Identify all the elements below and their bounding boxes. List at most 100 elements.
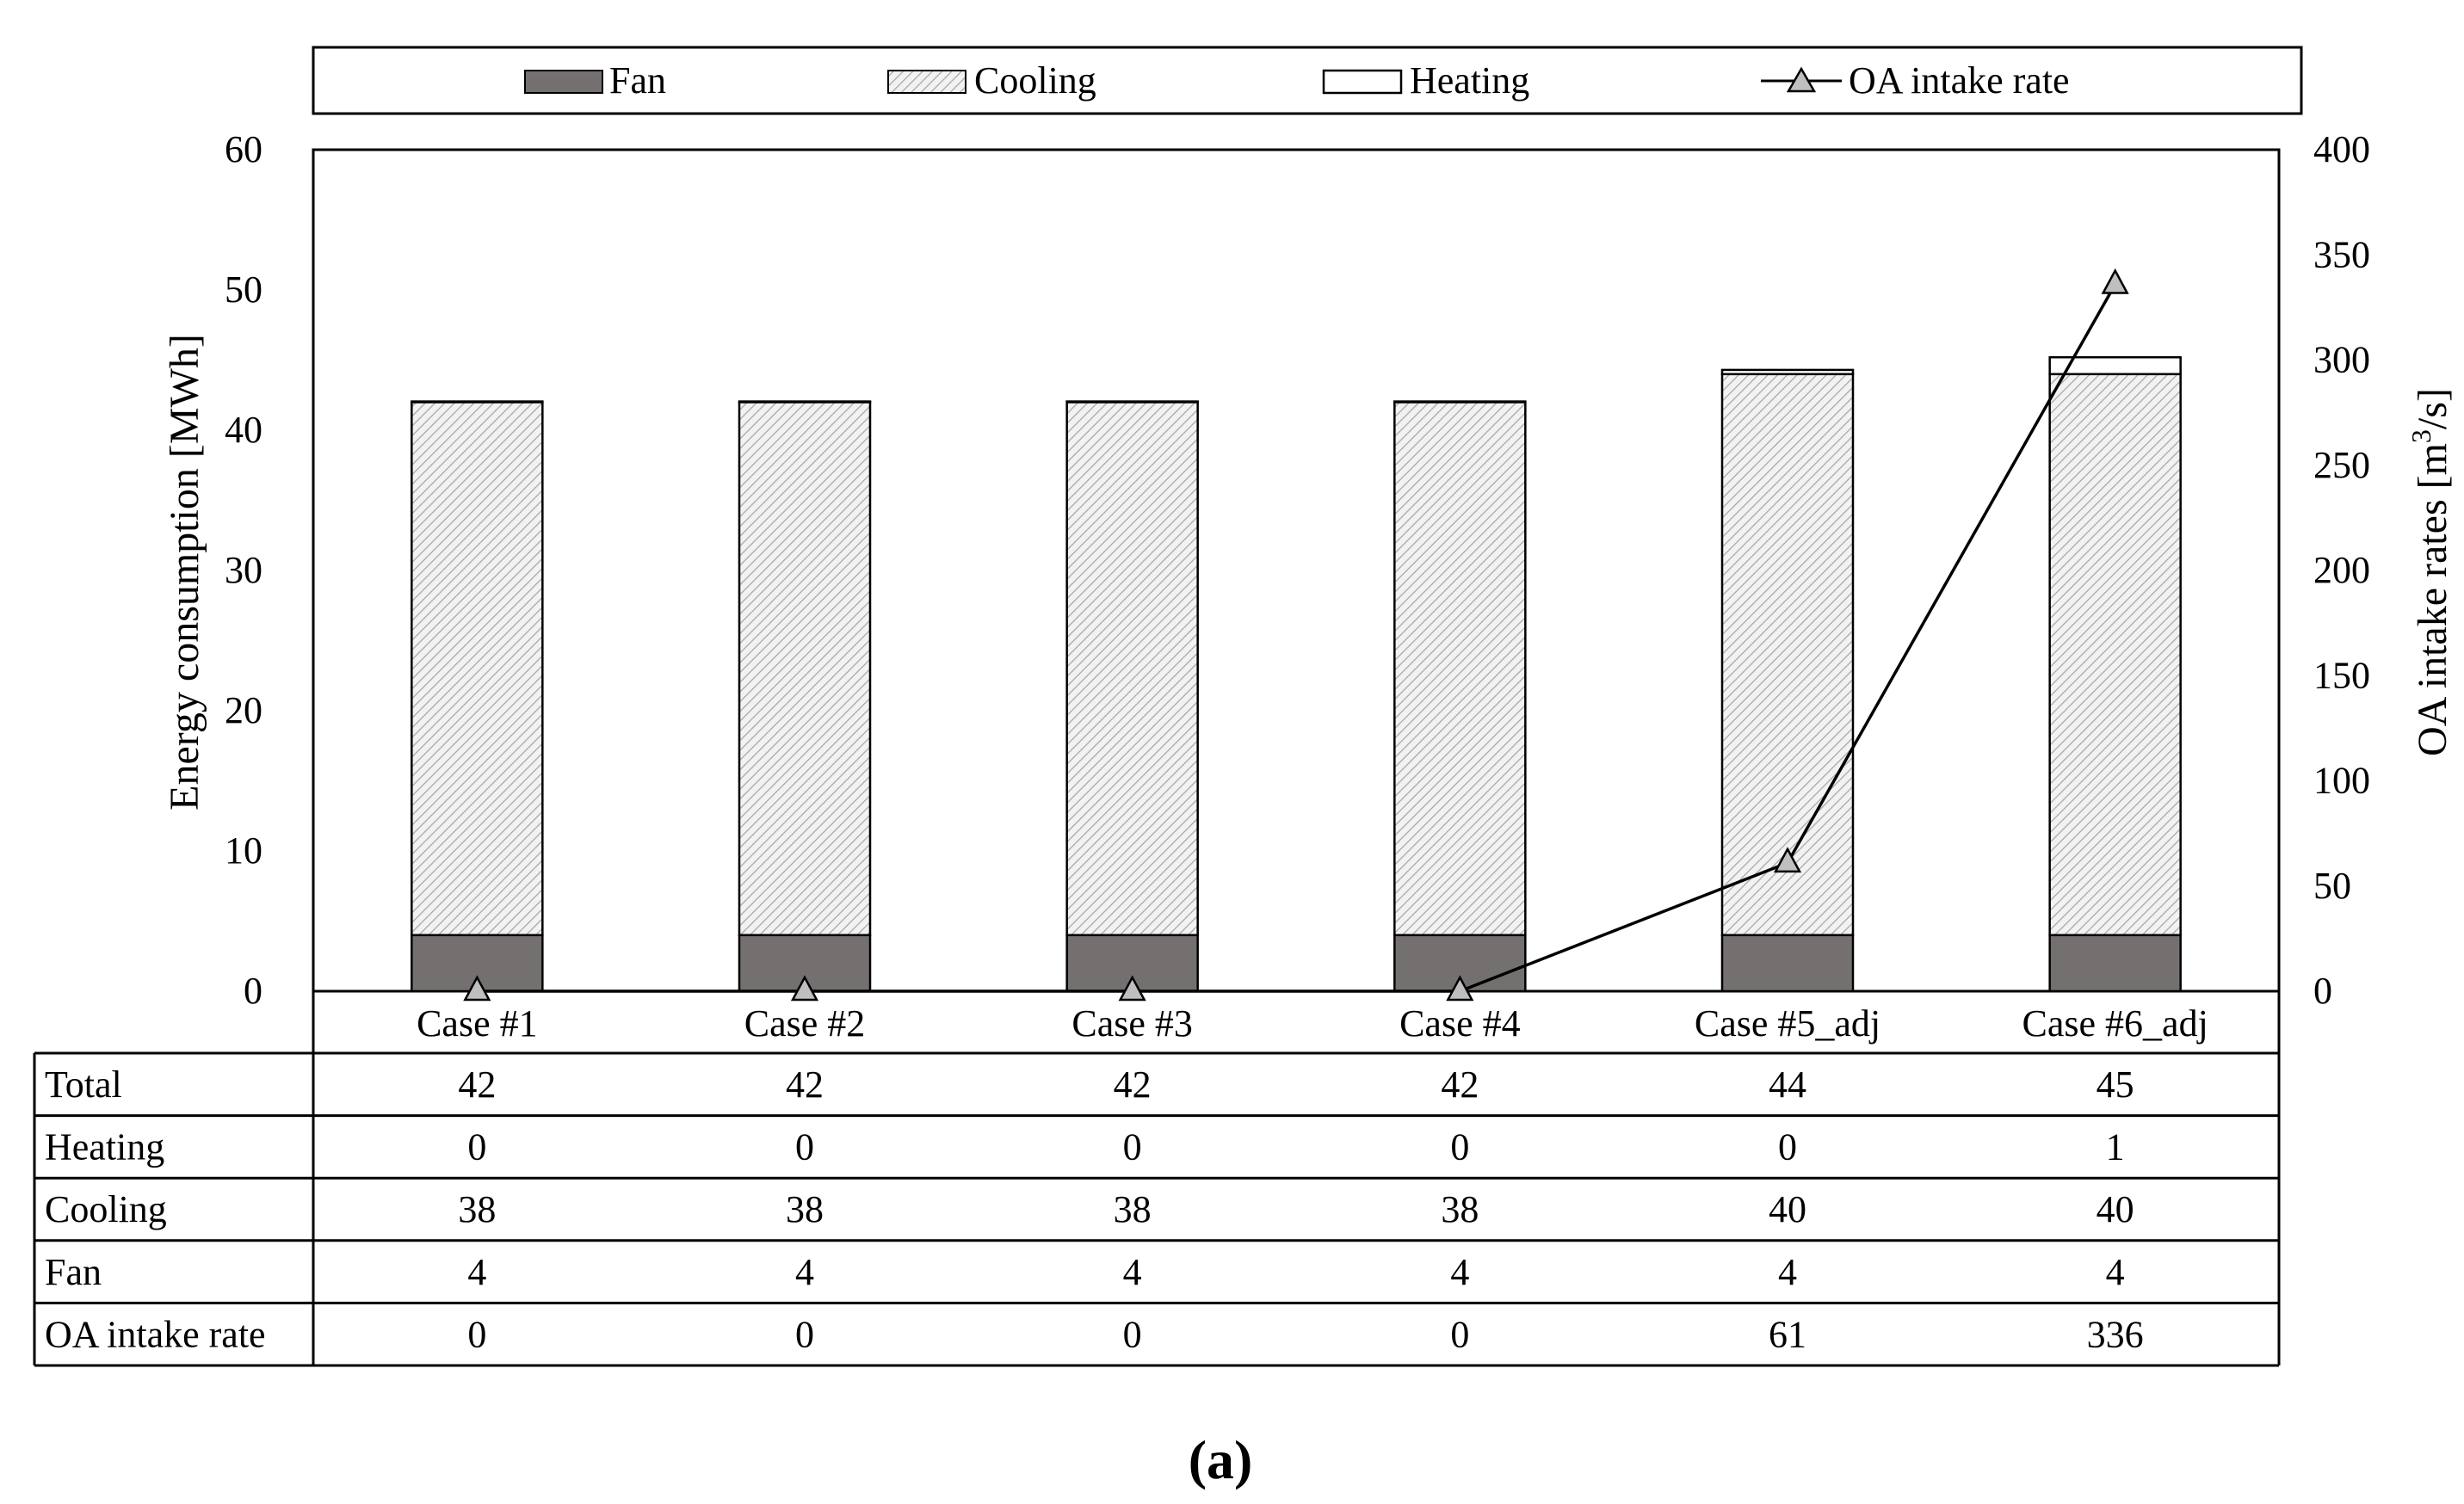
table-row-label: Cooling xyxy=(45,1188,167,1230)
table-cell: 0 xyxy=(795,1126,814,1168)
table-cell: 38 xyxy=(786,1188,824,1230)
category-label: Case #2 xyxy=(744,1002,866,1045)
y-axis-right: 0 50 100 150 200 250 300 350 400 xyxy=(2313,128,2370,1012)
bar-cooling xyxy=(411,401,544,937)
y2-tick-label: 150 xyxy=(2313,654,2370,696)
table-cell: 4 xyxy=(1778,1251,1797,1293)
legend-swatch-heating xyxy=(1322,69,1403,95)
table-cell: 42 xyxy=(786,1063,824,1106)
oa-point-marker xyxy=(1446,975,1474,1002)
oa-point-marker xyxy=(790,975,819,1002)
y2-tick-label: 300 xyxy=(2313,339,2370,381)
table-cell: 4 xyxy=(1450,1251,1469,1293)
table-cell: 0 xyxy=(1450,1313,1469,1355)
category-label: Case #4 xyxy=(1399,1002,1521,1045)
y2-tick-label: 100 xyxy=(2313,760,2370,802)
table-cell: 42 xyxy=(1441,1063,1479,1106)
table-cell: 61 xyxy=(1769,1313,1806,1355)
bar-heating xyxy=(738,400,872,404)
oa-point-marker xyxy=(463,975,491,1002)
category-label: Case #5_adj xyxy=(1695,1002,1880,1045)
table-row-label: OA intake rate xyxy=(45,1313,266,1355)
table-cell: 40 xyxy=(2097,1188,2134,1230)
table-cell: 38 xyxy=(1441,1188,1479,1230)
bar-cooling xyxy=(1720,373,1855,937)
y-axis-left: 0 10 20 30 40 50 60 xyxy=(225,128,262,1012)
table-cell: 1 xyxy=(2106,1126,2125,1168)
y-tick-label: 50 xyxy=(225,268,262,311)
y2-tick-label: 400 xyxy=(2313,128,2370,170)
y-axis-right-title-sup: 3 xyxy=(2405,429,2436,443)
data-table: Case #1 Case #2 Case #3 Case #4 Case #5_adj C… xyxy=(33,991,2281,1367)
bar-fan xyxy=(2048,934,2182,993)
y-tick-label: 10 xyxy=(225,829,262,872)
bar-cooling xyxy=(738,401,872,937)
y2-tick-label: 350 xyxy=(2313,233,2370,275)
table-cell: 42 xyxy=(1114,1063,1152,1106)
bar-cooling xyxy=(1393,401,1527,937)
legend-frame xyxy=(312,46,2303,115)
y2-tick-label: 50 xyxy=(2313,865,2351,907)
category-label: Case #3 xyxy=(1071,1002,1193,1045)
legend-label-heating: Heating xyxy=(1410,59,1529,102)
plot-area xyxy=(312,148,2281,993)
y2-tick-label: 0 xyxy=(2313,970,2332,1012)
y-tick-label: 40 xyxy=(225,409,262,451)
oa-intake-line xyxy=(463,268,2129,1002)
y-axis-right-title-prefix: OA intake rates [m xyxy=(2410,443,2455,756)
bar-heating xyxy=(1720,368,1855,376)
y2-tick-label: 250 xyxy=(2313,444,2370,486)
y-axis-left-title: Energy consumption [MWh] xyxy=(162,334,207,811)
table-cell: 44 xyxy=(1769,1063,1806,1106)
table-cell: 38 xyxy=(458,1188,496,1230)
table-cell: 336 xyxy=(2087,1313,2144,1355)
legend-swatch-fan xyxy=(524,70,603,94)
category-label: Case #1 xyxy=(417,1002,538,1045)
table-cell: 0 xyxy=(1450,1126,1469,1168)
table-cell: 4 xyxy=(467,1251,486,1293)
category-label: Case #6_adj xyxy=(2022,1002,2208,1045)
oa-point-marker xyxy=(1118,975,1146,1002)
table-row-label: Total xyxy=(45,1063,122,1106)
table-cell: 0 xyxy=(1123,1313,1142,1355)
bars xyxy=(411,355,2182,993)
table-cell: 0 xyxy=(467,1313,486,1355)
legend-marker-oa xyxy=(1786,66,1817,93)
table-cell: 40 xyxy=(1769,1188,1806,1230)
bar-heating xyxy=(1393,400,1527,404)
bar-cooling xyxy=(1065,401,1199,937)
legend-label-fan: Fan xyxy=(609,59,666,102)
bar-fan xyxy=(1720,934,1855,993)
table-row-label: Heating xyxy=(45,1126,164,1168)
y-tick-label: 60 xyxy=(225,128,262,170)
table-cell: 45 xyxy=(2097,1063,2134,1106)
y2-tick-label: 200 xyxy=(2313,549,2370,591)
legend-swatch-cooling xyxy=(887,70,966,94)
table-cell: 0 xyxy=(1123,1126,1142,1168)
y-tick-label: 0 xyxy=(244,970,262,1012)
y-tick-label: 30 xyxy=(225,549,262,591)
bar-heating xyxy=(2048,355,2182,376)
table-cell: 0 xyxy=(1778,1126,1797,1168)
y-axis-right-title-suffix: /s] xyxy=(2410,388,2455,429)
y-tick-label: 20 xyxy=(225,689,262,731)
table-cell: 4 xyxy=(1123,1251,1142,1293)
figure-caption: (a) xyxy=(1189,1429,1253,1490)
legend-label-cooling: Cooling xyxy=(974,59,1096,102)
bar-heating xyxy=(411,400,544,404)
table-cell: 4 xyxy=(795,1251,814,1293)
table-cell: 4 xyxy=(2106,1251,2125,1293)
table-row-label: Fan xyxy=(45,1251,102,1293)
y-axis-right-title: OA intake rates [m3/s] xyxy=(2405,388,2455,756)
table-cell: 38 xyxy=(1114,1188,1152,1230)
table-cell: 0 xyxy=(467,1126,486,1168)
oa-line-path xyxy=(477,283,2117,993)
table-cell: 0 xyxy=(795,1313,814,1355)
oa-point-marker xyxy=(2101,268,2129,294)
bar-cooling xyxy=(2048,373,2182,937)
legend: Fan Cooling Heating OA intake rate xyxy=(312,46,2303,115)
table-cell: 42 xyxy=(458,1063,496,1106)
bar-heating xyxy=(1065,400,1199,404)
oa-point-marker xyxy=(1773,847,1802,873)
